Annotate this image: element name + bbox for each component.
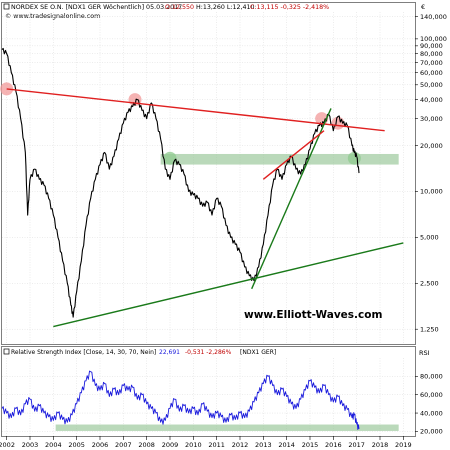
upper-channel-line	[262, 130, 325, 180]
x-tick-label: 2011	[208, 441, 225, 449]
currency-symbol: €	[421, 3, 425, 11]
price-y-tick-label: 60,000	[420, 69, 443, 77]
price-highlight-band	[160, 153, 399, 165]
x-tick-label: 2003	[22, 441, 39, 449]
rsi-y-tick-label: 60,000	[420, 391, 443, 399]
rsi-header-value: 22,691	[159, 349, 180, 356]
price-trendlines	[6, 88, 404, 328]
rsi-highlight-band	[55, 424, 399, 431]
x-tick-label: 2013	[255, 441, 272, 449]
price-y-tick-label: 2,500	[420, 280, 439, 288]
rsi-oversold-band	[55, 424, 399, 431]
x-tick-label: 2005	[68, 441, 85, 449]
rsi-y-tick-label: 80,000	[420, 373, 443, 381]
price-y-ticks: 1,250 2,500 5,000 10,000 20,000 30,000 40,000 5…	[415, 13, 447, 334]
touch-point-circle-green	[163, 151, 177, 165]
touch-point-circle-green	[347, 151, 361, 165]
header-swatch	[3, 3, 10, 10]
long-term-support-line	[53, 242, 404, 328]
price-series	[1, 47, 360, 318]
ohlc-close: C:13,115 -0,325 -2,418%	[250, 4, 329, 11]
price-line	[1, 47, 360, 318]
price-y-tick-label: 70,000	[420, 59, 443, 67]
support-zone-band	[160, 153, 399, 165]
price-y-tick-label: 20,000	[420, 142, 443, 150]
price-y-tick-label: 30,000	[420, 115, 443, 123]
source-text: © www.tradesignalonline.com	[5, 12, 100, 20]
uptrend-line	[251, 108, 332, 290]
x-tick-label: 2004	[45, 441, 62, 449]
x-tick-label: 2017	[348, 441, 365, 449]
x-tick-label: 2007	[115, 441, 132, 449]
rsi-y-ticks: 20,000 40,000 60,000 80,000	[415, 373, 443, 436]
rsi-header-symbol: [NDX1 GER]	[240, 349, 276, 356]
resistance-line	[6, 88, 385, 132]
rsi-y-tick-label: 20,000	[420, 428, 443, 436]
rsi-line	[1, 370, 360, 430]
ohlc-open: O:12,550	[165, 4, 194, 11]
rsi-header-label: Relative Strength Index [Close, 14, 30, …	[11, 349, 156, 356]
chart-header: NORDEX SE O.N. [NDX1 GER Wöchentlich] 05…	[3, 3, 329, 20]
x-tick-label: 2012	[232, 441, 249, 449]
x-tick-label: 2002	[0, 441, 15, 449]
x-tick-label: 2010	[185, 441, 202, 449]
rsi-header-change: -0,531 -2,286%	[185, 349, 232, 356]
rsi-series	[1, 370, 360, 430]
x-tick-label: 2008	[138, 441, 155, 449]
price-y-tick-label: 1,250	[420, 326, 439, 334]
rsi-axis-label: RSI	[419, 349, 430, 357]
x-axis-ticks: 2002 2003 2004 2005 2006 2007 2008 2009 2010 2011…	[0, 436, 412, 449]
price-y-tick-label: 50,000	[420, 81, 443, 89]
price-y-tick-label: 5,000	[420, 234, 439, 242]
price-y-tick-label: 140,000	[420, 13, 447, 21]
x-tick-label: 2019	[395, 441, 412, 449]
rsi-panel-frame	[1, 346, 416, 437]
price-y-tick-label: 10,000	[420, 188, 443, 196]
rsi-swatch	[3, 348, 10, 355]
ohlc-high-low: H:13,260 L:12,410	[196, 4, 255, 11]
price-y-tick-label: 80,000	[420, 50, 443, 58]
chart-title: NORDEX SE O.N. [NDX1 GER Wöchentlich] 05…	[11, 4, 182, 11]
x-tick-label: 2014	[278, 441, 295, 449]
x-tick-label: 2015	[302, 441, 319, 449]
rsi-grid	[2, 358, 415, 436]
x-tick-label: 2009	[162, 441, 179, 449]
rsi-y-tick-label: 40,000	[420, 409, 443, 417]
watermark: www.Elliott-Waves.com	[244, 309, 382, 321]
x-tick-label: 2006	[92, 441, 109, 449]
price-y-tick-label: 100,000	[420, 35, 447, 43]
x-tick-label: 2018	[372, 441, 389, 449]
price-panel-frame	[1, 2, 416, 345]
price-y-tick-label: 40,000	[420, 96, 443, 104]
price-y-tick-label: 90,000	[420, 42, 443, 50]
x-tick-label: 2016	[325, 441, 342, 449]
price-grid	[2, 12, 415, 344]
rsi-header: Relative Strength Index [Close, 14, 30, …	[3, 348, 276, 356]
